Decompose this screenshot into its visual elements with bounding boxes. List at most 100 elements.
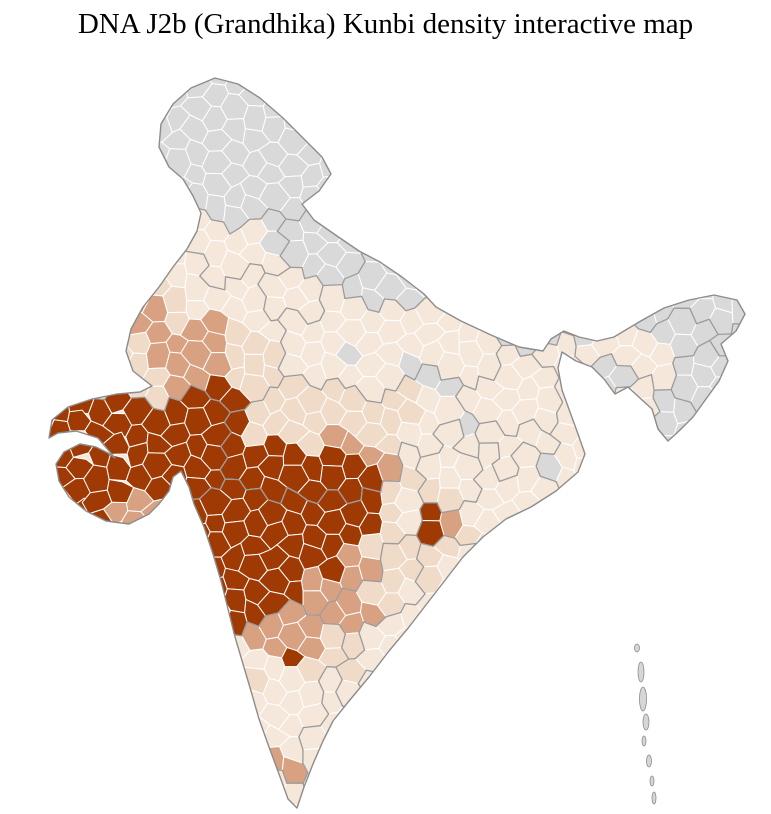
district-cell[interactable] (262, 92, 287, 118)
island[interactable] (639, 686, 647, 712)
district-cell[interactable] (259, 746, 285, 771)
island[interactable] (634, 643, 640, 653)
state-border-segment (229, 226, 241, 235)
state-border-segment (264, 612, 279, 617)
state-border-segment (319, 713, 330, 727)
state-border-segment (531, 353, 544, 368)
state-border-segment (652, 389, 655, 399)
state-border-segment (360, 295, 369, 311)
state-border-segment (478, 420, 497, 425)
district-cell[interactable] (357, 533, 384, 561)
district-cell[interactable] (556, 306, 580, 337)
state-border-segment (553, 442, 562, 455)
state-border-segment (220, 445, 229, 459)
state-border-segment (535, 465, 542, 477)
state-border-segment (452, 436, 465, 449)
state-border-segment (417, 490, 425, 504)
district-cell[interactable] (164, 239, 187, 265)
state-border-segment (404, 374, 416, 381)
district-cell[interactable] (243, 353, 265, 377)
state-border-segment (474, 423, 480, 435)
district-cell[interactable] (476, 307, 503, 332)
state-border-segment (419, 508, 423, 522)
state-border-segment (326, 666, 337, 668)
state-border-segment (493, 364, 502, 382)
district-cell[interactable] (205, 513, 226, 533)
state-border-segment (279, 210, 287, 220)
state-border-segment (397, 454, 404, 466)
district-cell[interactable] (49, 396, 70, 423)
district-cell[interactable] (673, 420, 695, 448)
state-border-segment (335, 666, 343, 681)
state-border-segment (366, 400, 382, 404)
state-border-segment (281, 769, 288, 784)
state-border-segment (362, 579, 382, 583)
state-border-segment (218, 400, 232, 414)
state-border-segment (385, 611, 402, 618)
district-cell[interactable] (457, 543, 485, 571)
district-cell[interactable] (573, 456, 597, 483)
state-border-segment (318, 601, 330, 616)
state-border-segment (260, 208, 270, 220)
state-border-segment (549, 433, 562, 444)
state-border-segment (306, 499, 319, 505)
state-border-segment (315, 274, 324, 287)
state-border-segment (298, 736, 304, 751)
state-border-segment (302, 725, 321, 729)
state-border-segment (130, 396, 146, 399)
island[interactable] (642, 713, 650, 731)
state-border-segment (199, 275, 210, 287)
island[interactable] (651, 791, 657, 805)
state-border-segment (267, 499, 282, 505)
state-border-segment (417, 478, 427, 492)
state-border-segment (397, 441, 403, 456)
district-cell[interactable] (283, 104, 308, 132)
state-border-segment (458, 418, 465, 438)
state-border-segment (474, 375, 480, 391)
state-border-segment (549, 421, 559, 436)
state-border-segment (238, 478, 247, 491)
state-border-segment (574, 376, 583, 389)
state-border-segment (599, 353, 613, 358)
state-border-segment (555, 401, 564, 414)
district-cell[interactable] (731, 323, 754, 347)
state-border-segment (321, 702, 330, 715)
district-cell[interactable] (243, 104, 267, 132)
district-cell[interactable] (224, 661, 246, 684)
state-border-segment (354, 384, 368, 402)
district-cell[interactable] (223, 588, 247, 614)
state-border-segment (689, 401, 698, 414)
state-border-segment (279, 329, 287, 343)
island[interactable] (646, 754, 652, 768)
state-border-segment (220, 431, 233, 448)
district-cell[interactable] (573, 412, 598, 433)
state-border-segment (309, 384, 322, 391)
state-border-segment (519, 353, 533, 357)
state-border-segment (438, 444, 445, 454)
state-border-segment (504, 434, 518, 438)
island[interactable] (637, 661, 645, 683)
state-border-segment (378, 298, 386, 313)
state-border-segment (337, 377, 346, 390)
state-border-segment (341, 278, 346, 286)
state-border-segment (697, 339, 711, 348)
district-cell[interactable] (358, 556, 384, 583)
district-cell[interactable] (320, 735, 349, 759)
state-border-segment (553, 385, 564, 403)
island[interactable] (641, 735, 647, 747)
state-border-segment (610, 353, 618, 367)
state-border-segment (279, 341, 287, 354)
state-border-segment (277, 266, 292, 277)
district-cell[interactable] (475, 532, 502, 561)
state-border-segment (514, 344, 521, 357)
state-border-segment (198, 486, 212, 500)
state-border-segment (285, 307, 299, 312)
state-border-segment (277, 368, 285, 378)
state-border-segment (696, 410, 710, 414)
state-border-segment (301, 266, 306, 280)
state-border-segment (264, 272, 279, 277)
island[interactable] (649, 775, 655, 787)
state-border-segment (321, 691, 325, 704)
district-cell[interactable] (102, 317, 129, 347)
